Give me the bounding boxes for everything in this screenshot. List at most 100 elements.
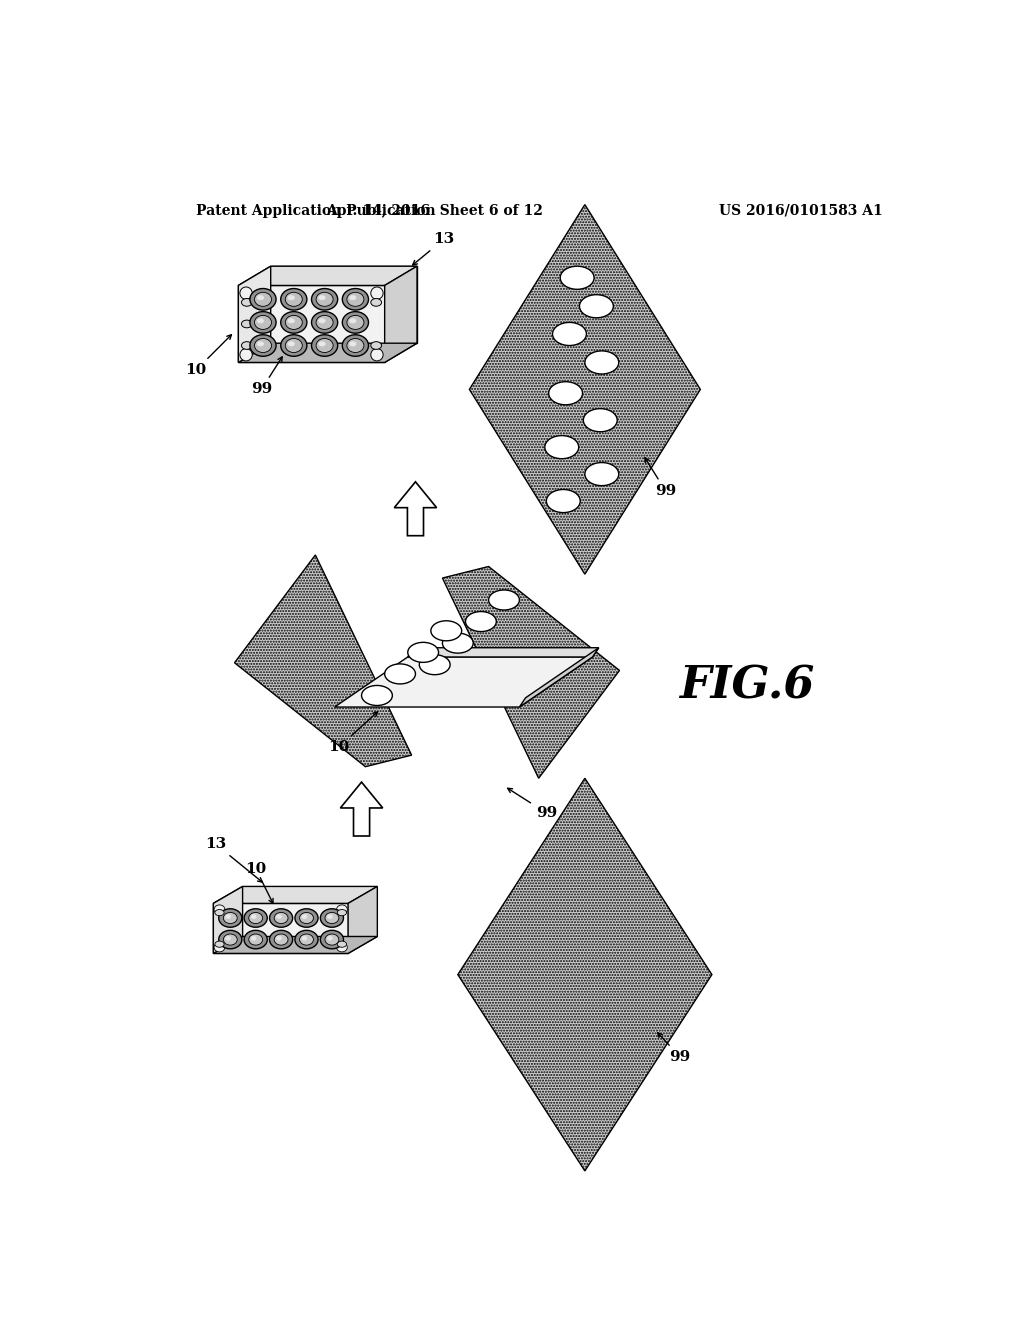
Ellipse shape [276,936,282,940]
Ellipse shape [250,335,276,356]
Ellipse shape [325,912,339,924]
Ellipse shape [553,322,587,346]
Ellipse shape [311,335,338,356]
Ellipse shape [316,292,333,306]
Polygon shape [234,554,412,767]
Ellipse shape [318,318,326,323]
Ellipse shape [244,908,267,927]
Polygon shape [519,648,599,708]
Ellipse shape [442,634,473,653]
Ellipse shape [242,342,252,350]
Ellipse shape [408,643,438,663]
Ellipse shape [250,312,276,333]
Ellipse shape [300,935,313,945]
Ellipse shape [269,931,293,949]
Ellipse shape [244,931,267,949]
Text: 13: 13 [205,837,262,882]
Ellipse shape [361,685,392,705]
Ellipse shape [337,942,347,952]
Text: FIG.6: FIG.6 [679,664,814,708]
Ellipse shape [257,342,263,346]
Polygon shape [335,657,593,708]
Ellipse shape [316,338,333,352]
Ellipse shape [286,292,302,306]
Ellipse shape [316,315,333,330]
Ellipse shape [257,296,263,300]
Ellipse shape [269,908,293,927]
Ellipse shape [240,286,252,300]
Ellipse shape [255,315,271,330]
Polygon shape [348,887,378,953]
Ellipse shape [560,267,594,289]
Ellipse shape [347,315,364,330]
Text: 10: 10 [328,711,378,755]
Text: 99: 99 [508,788,557,820]
Ellipse shape [281,312,307,333]
Ellipse shape [371,298,382,306]
Polygon shape [385,267,417,363]
Ellipse shape [337,941,346,948]
Ellipse shape [249,935,262,945]
Ellipse shape [255,292,271,306]
Ellipse shape [347,338,364,352]
Ellipse shape [585,351,618,374]
Polygon shape [213,903,348,953]
Ellipse shape [250,289,276,310]
Text: 13: 13 [413,232,455,265]
Ellipse shape [321,908,343,927]
Polygon shape [239,285,385,363]
Ellipse shape [328,915,333,919]
Ellipse shape [288,318,295,323]
Ellipse shape [311,289,338,310]
Ellipse shape [349,296,356,300]
Ellipse shape [318,296,326,300]
Polygon shape [408,648,599,657]
Ellipse shape [385,664,416,684]
Ellipse shape [342,335,369,356]
Ellipse shape [302,936,307,940]
Polygon shape [213,887,243,953]
Ellipse shape [281,289,307,310]
Ellipse shape [585,462,618,486]
Ellipse shape [281,335,307,356]
Polygon shape [239,267,270,363]
Ellipse shape [342,312,369,333]
Polygon shape [239,343,417,363]
Ellipse shape [431,620,462,640]
Ellipse shape [223,912,238,924]
Ellipse shape [300,912,313,924]
Ellipse shape [219,931,242,949]
Ellipse shape [214,942,225,952]
Ellipse shape [328,936,333,940]
Text: Patent Application Publication: Patent Application Publication [196,203,435,218]
Ellipse shape [547,490,581,512]
Ellipse shape [251,915,256,919]
Polygon shape [458,779,712,1171]
Ellipse shape [321,931,343,949]
Text: 10: 10 [245,862,273,903]
Ellipse shape [242,298,252,306]
Polygon shape [270,267,417,343]
Ellipse shape [342,289,369,310]
Ellipse shape [302,915,307,919]
Ellipse shape [225,936,230,940]
Polygon shape [469,205,700,574]
Ellipse shape [286,315,302,330]
Polygon shape [213,887,378,903]
Polygon shape [394,482,436,536]
Ellipse shape [249,912,262,924]
Ellipse shape [371,348,383,360]
Text: 99: 99 [657,1032,691,1064]
Ellipse shape [274,912,288,924]
Polygon shape [442,566,620,779]
Ellipse shape [215,941,224,948]
Ellipse shape [276,915,282,919]
Ellipse shape [337,906,347,915]
Ellipse shape [219,908,242,927]
Ellipse shape [545,436,579,459]
Ellipse shape [349,318,356,323]
Ellipse shape [584,409,617,432]
Ellipse shape [371,342,382,350]
Ellipse shape [257,318,263,323]
Polygon shape [213,936,378,953]
